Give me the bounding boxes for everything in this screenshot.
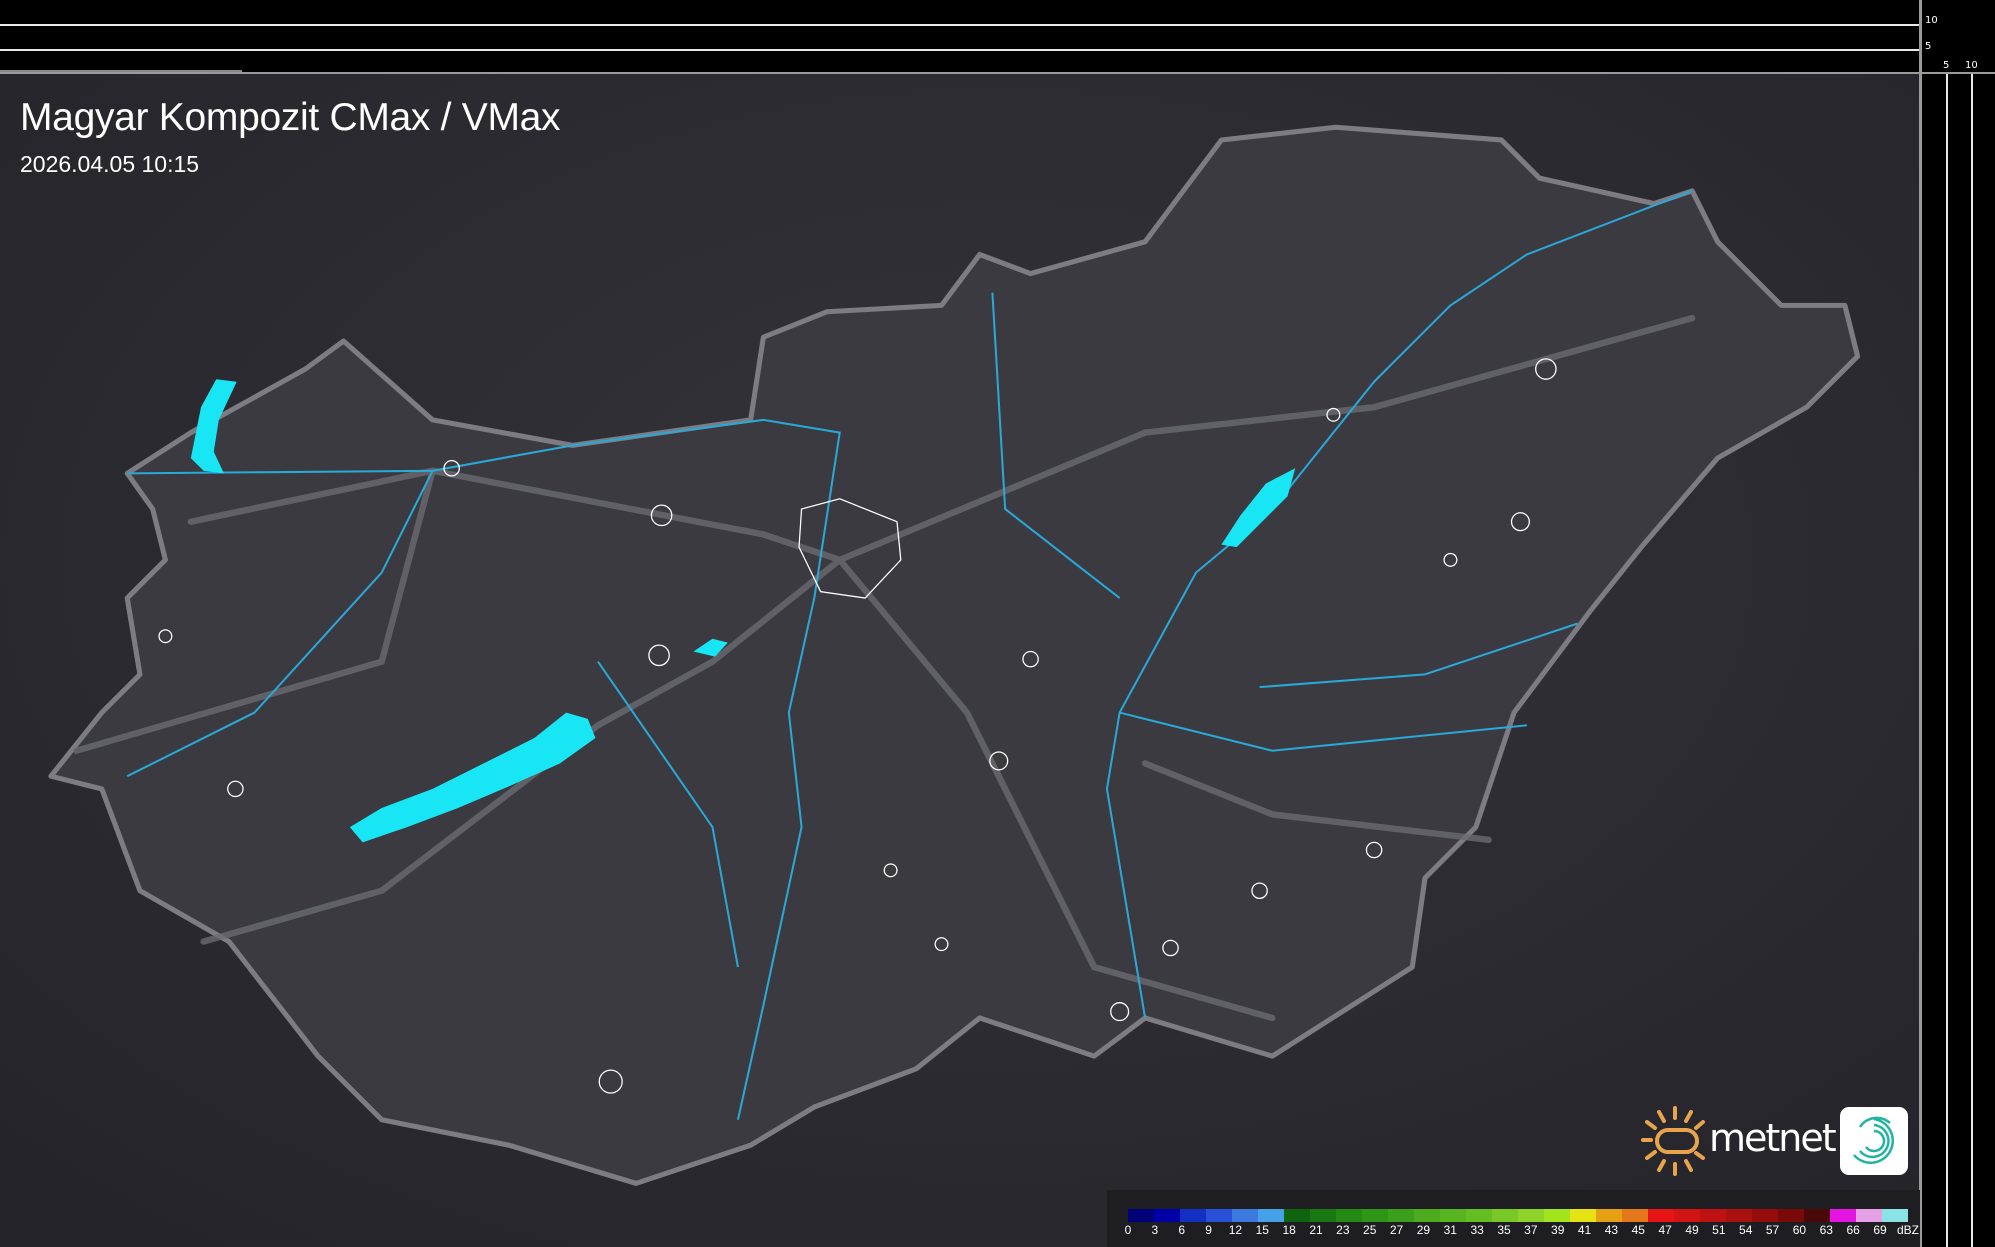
scale-tick-label: 47 [1658,1223,1672,1237]
axis-label: 5 [1943,60,1950,71]
scale-tick-label: 25 [1363,1223,1377,1237]
scale-tick-label: 41 [1577,1223,1592,1237]
scale-tick-label: 6 [1178,1223,1186,1237]
color-swatch [1128,1209,1154,1222]
scale-tick-label: 9 [1205,1223,1212,1237]
lakes [190,379,1296,843]
color-swatch [1492,1209,1518,1222]
scale-tick-label: 15 [1255,1223,1269,1237]
color-swatch [1388,1209,1414,1222]
color-swatch [1570,1209,1596,1222]
profile-vline-5 [1946,73,1948,1247]
profile-segment [0,70,242,73]
scale-tick-label: 18 [1282,1223,1296,1237]
profile-vline-10 [1971,73,1973,1247]
scale-tick-label: 23 [1336,1223,1350,1237]
color-swatch [1310,1209,1336,1222]
scale-tick-label: 49 [1685,1223,1699,1237]
scale-tick-label: 12 [1228,1223,1243,1237]
scale-tick-label: 54 [1739,1223,1753,1237]
scale-tick-label: 35 [1497,1223,1511,1237]
scale-tick-label: 45 [1631,1223,1645,1237]
scale-tick-label: 60 [1792,1223,1807,1237]
side-profile-panel [1921,0,1995,1247]
scale-tick-label: 63 [1819,1223,1833,1237]
scale-tick-label: 66 [1846,1223,1860,1237]
map-timestamp: 2026.04.05 10:15 [20,151,200,177]
color-swatch [1596,1209,1622,1222]
color-swatch [1648,1209,1674,1222]
scale-tick-label: 31 [1443,1223,1457,1237]
scale-tick-label: 69 [1873,1223,1887,1237]
color-swatch [1232,1209,1258,1222]
scale-tick-label: 39 [1551,1223,1565,1237]
map-title: Magyar Kompozit CMax / VMax [20,96,561,139]
scale-tick-label: 43 [1604,1223,1619,1237]
axis-label: 10 [1965,60,1978,71]
scale-tick-label: 0 [1124,1223,1132,1237]
sun-icon [1641,1106,1705,1176]
color-swatch [1154,1209,1180,1222]
scale-tick-label: 37 [1524,1223,1538,1237]
color-swatch [1362,1209,1388,1222]
axis-label: 5 [1925,41,1932,52]
color-swatch [1752,1209,1778,1222]
scale-tick-label: 57 [1765,1223,1780,1237]
scale-tick-label: 51 [1712,1223,1726,1237]
color-swatch [1726,1209,1752,1222]
lake-velence [693,638,728,657]
panel-separator-horizontal [0,72,1995,74]
color-swatch [1440,1209,1466,1222]
metnet-swirl-icon [1840,1107,1908,1175]
scale-tick-label: 29 [1416,1223,1431,1237]
scale-tick-label: 27 [1389,1223,1404,1237]
profile-gridline-10 [0,24,1921,26]
hungary-country [48,124,1861,1186]
color-swatch [1180,1209,1206,1222]
scale-tick-label: 33 [1470,1223,1484,1237]
lake-tisza [1221,468,1296,548]
color-scale-labels: 0 3 6 9 12 15 18 21 23 25 27 29 31 33 35 37 39 41 43 45 47 49… [1124,1223,1920,1239]
color-swatch [1284,1209,1310,1222]
lake-ferto [190,379,237,474]
dbz-color-legend: 0 3 6 9 12 15 18 21 23 25 27 29 31 33 35 37 39 41 43 45 47 49… [1107,1190,1920,1247]
color-swatch [1700,1209,1726,1222]
color-swatch [1804,1209,1830,1222]
color-swatch [1830,1209,1856,1222]
scale-tick-label: 3 [1151,1223,1159,1237]
color-swatch [1258,1209,1284,1222]
color-swatch [1856,1209,1882,1222]
lake-balaton [349,712,596,843]
color-swatch [1466,1209,1492,1222]
color-swatch [1674,1209,1700,1222]
color-swatch [1622,1209,1648,1222]
towns [158,358,1557,1094]
logo-text: metnet [1709,1116,1837,1160]
color-swatch [1882,1209,1908,1222]
panel-separator-vertical [1919,0,1922,1247]
scale-unit-label: dBZ [1896,1223,1920,1237]
color-swatch [1544,1209,1570,1222]
scale-tick-label: 21 [1309,1223,1323,1237]
color-swatch [1206,1209,1232,1222]
top-profile-panel [0,0,1921,73]
color-scale-bar [1128,1209,1908,1222]
metnet-logo: metnet [1639,1104,1909,1178]
color-swatch [1778,1209,1804,1222]
color-swatch [1518,1209,1544,1222]
color-swatch [1336,1209,1362,1222]
profile-gridline-5 [0,49,1921,51]
color-swatch [1414,1209,1440,1222]
axis-label: 10 [1925,15,1938,26]
